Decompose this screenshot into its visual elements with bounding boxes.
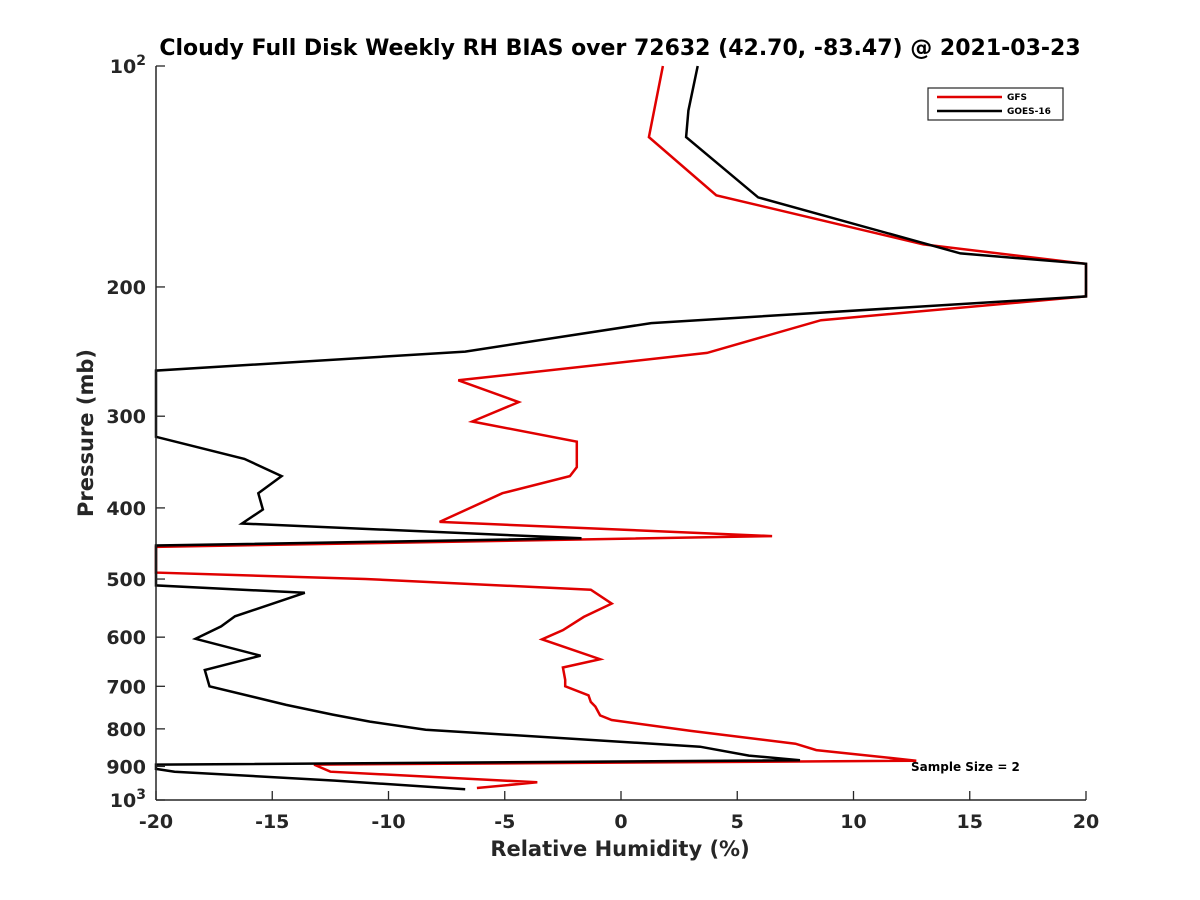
x-tick-label: -10 — [371, 811, 405, 833]
y-tick-label: 600 — [106, 627, 146, 649]
y-tick-label: 800 — [106, 719, 146, 741]
y-axis-label: Pressure (mb) — [74, 349, 98, 517]
legend-label-gfs: GFS — [1007, 93, 1027, 103]
x-tick-label: 5 — [731, 811, 744, 833]
y-tick-label: 500 — [106, 569, 146, 591]
x-axis-ticks: -20 -15 -10 -5 0 5 10 15 20 — [139, 791, 1099, 833]
x-tick-label: -5 — [494, 811, 515, 833]
y-tick-label: 102 — [110, 53, 146, 78]
y-tick-label: 400 — [106, 498, 146, 520]
x-tick-label: -20 — [139, 811, 173, 833]
x-tick-label: 0 — [614, 811, 627, 833]
series-line-gfs — [154, 65, 1088, 790]
x-tick-label: -15 — [255, 811, 289, 833]
y-tick-label: 900 — [106, 756, 146, 778]
series-line-goes16 — [154, 65, 1088, 791]
x-tick-label: 10 — [840, 811, 866, 833]
chart-title: Cloudy Full Disk Weekly RH BIAS over 726… — [159, 36, 1080, 61]
x-axis-label: Relative Humidity (%) — [490, 837, 749, 861]
legend: GFS GOES-16 — [927, 87, 1064, 121]
legend-box — [927, 87, 1064, 121]
y-axis-ticks: 102 200 300 400 500 600 700 800 900 103 — [106, 53, 165, 812]
plot-background — [156, 66, 1086, 800]
x-tick-label: 20 — [1073, 811, 1099, 833]
y-tick-label: 300 — [106, 406, 146, 428]
series-layer — [154, 65, 1088, 791]
y-tick-label: 700 — [106, 676, 146, 698]
x-tick-label: 15 — [957, 811, 983, 833]
y-tick-label: 200 — [106, 277, 146, 299]
legend-label-goes16: GOES-16 — [1007, 107, 1051, 117]
y-tick-label: 103 — [110, 787, 146, 812]
sample-size-annotation: Sample Size = 2 — [911, 760, 1020, 774]
plot-area — [154, 65, 1088, 801]
